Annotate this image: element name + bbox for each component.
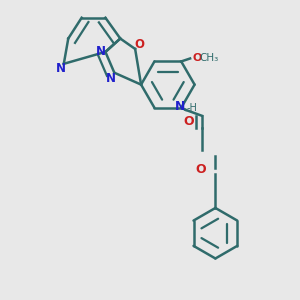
Text: CH₃: CH₃ (199, 53, 218, 64)
Text: N: N (96, 45, 106, 58)
Text: N: N (106, 72, 116, 85)
Text: O: O (195, 163, 206, 176)
Text: O: O (135, 38, 145, 51)
Text: O: O (192, 53, 202, 64)
Text: N: N (56, 62, 66, 75)
Text: N: N (175, 100, 185, 113)
Text: -H: -H (187, 103, 198, 113)
Text: O: O (183, 115, 194, 128)
